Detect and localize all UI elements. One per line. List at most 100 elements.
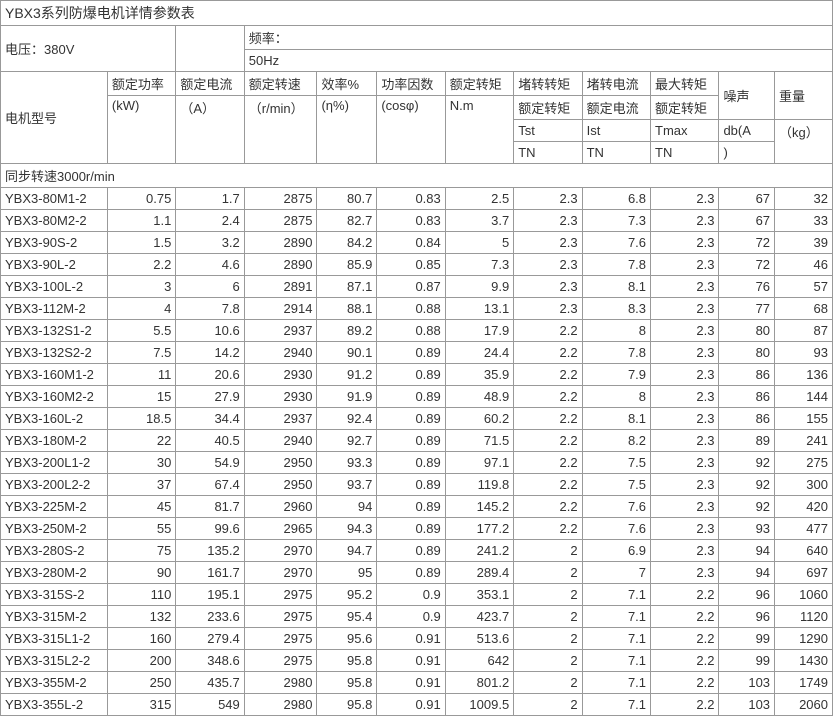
value-cell: 92 <box>719 496 775 518</box>
value-cell: 2980 <box>244 694 317 716</box>
value-cell: 86 <box>719 408 775 430</box>
value-cell: 477 <box>775 518 833 540</box>
value-cell: 99 <box>719 650 775 672</box>
value-cell: 0.83 <box>377 188 445 210</box>
value-cell: 86 <box>719 386 775 408</box>
value-cell: 94.7 <box>317 540 377 562</box>
value-cell: 30 <box>107 452 175 474</box>
value-cell: 67 <box>719 210 775 232</box>
value-cell: 2.3 <box>651 276 719 298</box>
table-row: YBX3-200L1-23054.9295093.30.8997.12.27.5… <box>1 452 833 474</box>
table-row: YBX3-132S1-25.510.6293789.20.8817.92.282… <box>1 320 833 342</box>
value-cell: 0.89 <box>377 474 445 496</box>
value-cell: 45 <box>107 496 175 518</box>
value-cell: 17.9 <box>445 320 513 342</box>
value-cell: 2.3 <box>514 188 582 210</box>
value-cell: 2.2 <box>514 342 582 364</box>
model-cell: YBX3-90L-2 <box>1 254 108 276</box>
value-cell: 233.6 <box>176 606 244 628</box>
col-tst-4: TN <box>514 142 582 164</box>
col-ist-4: TN <box>582 142 650 164</box>
value-cell: 2 <box>514 606 582 628</box>
value-cell: 0.88 <box>377 298 445 320</box>
value-cell: 2.3 <box>651 232 719 254</box>
value-cell: 8 <box>582 320 650 342</box>
value-cell: 1120 <box>775 606 833 628</box>
value-cell: 2 <box>514 540 582 562</box>
table-row: YBX3-80M1-20.751.7287580.70.832.52.36.82… <box>1 188 833 210</box>
table-row: YBX3-132S2-27.514.2294090.10.8924.42.27.… <box>1 342 833 364</box>
model-cell: YBX3-160M1-2 <box>1 364 108 386</box>
value-cell: 7.1 <box>582 672 650 694</box>
value-cell: 177.2 <box>445 518 513 540</box>
value-cell: 71.5 <box>445 430 513 452</box>
value-cell: 103 <box>719 694 775 716</box>
value-cell: 2 <box>514 584 582 606</box>
value-cell: 2.2 <box>514 452 582 474</box>
value-cell: 8.3 <box>582 298 650 320</box>
model-cell: YBX3-315S-2 <box>1 584 108 606</box>
value-cell: 4 <box>107 298 175 320</box>
table-row: YBX3-225M-24581.72960940.89145.22.27.62.… <box>1 496 833 518</box>
value-cell: 697 <box>775 562 833 584</box>
value-cell: 1.1 <box>107 210 175 232</box>
value-cell: 2 <box>514 694 582 716</box>
value-cell: 2.2 <box>107 254 175 276</box>
value-cell: 1.7 <box>176 188 244 210</box>
value-cell: 135.2 <box>176 540 244 562</box>
value-cell: 8.2 <box>582 430 650 452</box>
col-current-2: （A） <box>176 96 244 164</box>
value-cell: 1290 <box>775 628 833 650</box>
value-cell: 92 <box>719 452 775 474</box>
col-ist-2: 额定电流 <box>582 96 650 120</box>
freq-line2: 50Hz <box>244 50 832 72</box>
value-cell: 39 <box>775 232 833 254</box>
value-cell: 160 <box>107 628 175 650</box>
value-cell: 7.9 <box>582 364 650 386</box>
value-cell: 34.4 <box>176 408 244 430</box>
value-cell: 2.2 <box>514 386 582 408</box>
value-cell: 68 <box>775 298 833 320</box>
value-cell: 60.2 <box>445 408 513 430</box>
model-cell: YBX3-160L-2 <box>1 408 108 430</box>
value-cell: 9.9 <box>445 276 513 298</box>
value-cell: 18.5 <box>107 408 175 430</box>
value-cell: 155 <box>775 408 833 430</box>
value-cell: 2.3 <box>514 232 582 254</box>
table-row: YBX3-315S-2110195.1297595.20.9353.127.12… <box>1 584 833 606</box>
value-cell: 2890 <box>244 232 317 254</box>
value-cell: 2891 <box>244 276 317 298</box>
value-cell: 95.4 <box>317 606 377 628</box>
value-cell: 0.89 <box>377 408 445 430</box>
value-cell: 90.1 <box>317 342 377 364</box>
value-cell: 640 <box>775 540 833 562</box>
model-cell: YBX3-280M-2 <box>1 562 108 584</box>
table-row: YBX3-160L-218.534.4293792.40.8960.22.28.… <box>1 408 833 430</box>
value-cell: 6 <box>176 276 244 298</box>
value-cell: 0.91 <box>377 650 445 672</box>
value-cell: 1430 <box>775 650 833 672</box>
value-cell: 2914 <box>244 298 317 320</box>
value-cell: 2975 <box>244 584 317 606</box>
col-speed-2: （r/min） <box>244 96 317 164</box>
value-cell: 7.6 <box>582 496 650 518</box>
value-cell: 3.2 <box>176 232 244 254</box>
value-cell: 7 <box>582 562 650 584</box>
value-cell: 2980 <box>244 672 317 694</box>
value-cell: 94 <box>719 562 775 584</box>
value-cell: 241.2 <box>445 540 513 562</box>
value-cell: 27.9 <box>176 386 244 408</box>
value-cell: 91.9 <box>317 386 377 408</box>
col-eff-1: 效率% <box>317 72 377 96</box>
value-cell: 82.7 <box>317 210 377 232</box>
value-cell: 7.3 <box>445 254 513 276</box>
table-row: YBX3-355L-2315549298095.80.911009.527.12… <box>1 694 833 716</box>
table-row: YBX3-160M2-21527.9293091.90.8948.92.282.… <box>1 386 833 408</box>
value-cell: 0.88 <box>377 320 445 342</box>
model-cell: YBX3-315L2-2 <box>1 650 108 672</box>
value-cell: 241 <box>775 430 833 452</box>
value-cell: 2.2 <box>514 320 582 342</box>
value-cell: 2.2 <box>651 694 719 716</box>
value-cell: 2.2 <box>514 430 582 452</box>
model-cell: YBX3-200L1-2 <box>1 452 108 474</box>
